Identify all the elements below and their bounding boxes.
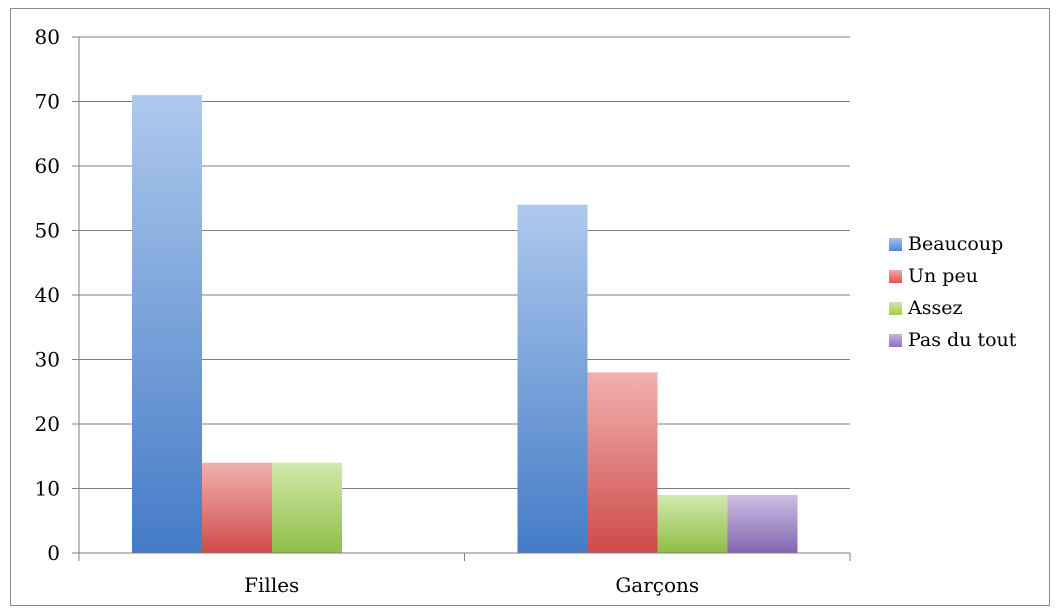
bar-assez-filles [272,462,342,553]
legend-swatch-un-peu [889,269,902,283]
legend: Beaucoup Un peu Assez Pas du tout [889,228,1016,356]
bar-un-peu-filles [202,462,272,553]
bar-un-peu-garçons [587,372,658,553]
legend-label-assez: Assez [908,297,963,319]
y-tick-label-0: 0 [47,541,60,565]
y-tick-label-60: 60 [35,154,60,178]
y-tick-label-30: 30 [35,348,60,372]
bar-assez-garçons [657,494,728,553]
axes [72,36,851,561]
bar-beaucoup-garçons [517,204,588,553]
legend-label-pas-du-tout: Pas du tout [908,329,1017,351]
bars [132,95,798,554]
legend-item-pas-du-tout: Pas du tout [889,324,1016,356]
y-tick-label-70: 70 [35,90,60,114]
legend-item-beaucoup: Beaucoup [889,228,1016,260]
y-tick-label-80: 80 [35,25,60,49]
tick-labels: 0 10 20 30 40 50 60 70 80 Filles Garçons [35,25,700,597]
legend-swatch-assez [889,301,902,315]
legend-label-un-peu: Un peu [908,265,978,287]
legend-item-assez: Assez [889,292,1016,324]
y-tick-label-10: 10 [35,477,60,501]
x-tick-label-1: Garçons [615,573,699,597]
legend-label-beaucoup: Beaucoup [908,233,1004,255]
y-tick-label-40: 40 [35,283,60,307]
y-tick-label-20: 20 [35,412,60,436]
y-tick-label-50: 50 [35,219,60,243]
legend-item-un-peu: Un peu [889,260,1016,292]
legend-swatch-pas-du-tout [889,333,902,347]
x-tick-label-0: Filles [244,573,299,597]
bar-beaucoup-filles [132,95,202,554]
legend-swatch-beaucoup [889,237,902,251]
bar-pas-du-tout-garçons [727,494,798,553]
